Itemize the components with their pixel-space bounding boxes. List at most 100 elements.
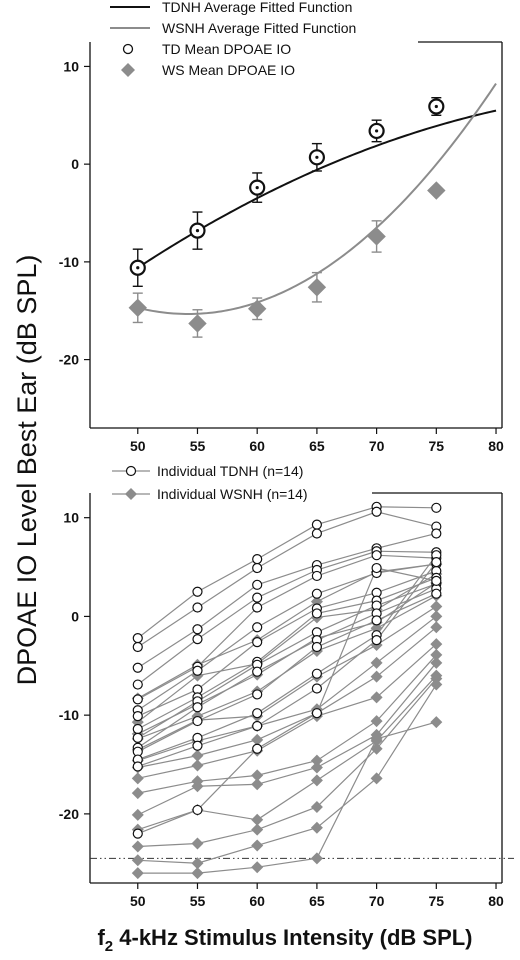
x-axis-label-rest: 4-kHz Stimulus Intensity (dB SPL) xyxy=(113,925,472,950)
bottom-y-tick-label: 10 xyxy=(63,510,79,526)
ws-individual-point xyxy=(251,769,264,782)
top-y-tick-label: -20 xyxy=(59,352,79,368)
td-individual-point xyxy=(132,828,143,839)
td-individual-point xyxy=(252,579,263,590)
ws-individual-point xyxy=(131,808,144,821)
ws-individual-line xyxy=(137,626,437,769)
td-individual-point xyxy=(192,602,203,613)
bottom-x-tick-label: 65 xyxy=(309,893,325,909)
td-mean-point-center xyxy=(434,104,438,109)
ws-mean-point xyxy=(367,227,386,246)
ws-individual-point xyxy=(191,759,204,772)
td-individual-line xyxy=(137,506,437,639)
td-individual-point xyxy=(311,668,322,679)
td-individual-line xyxy=(137,570,437,717)
ws-individual-point xyxy=(310,800,323,813)
td-individual-line xyxy=(137,561,437,768)
td-individual-point xyxy=(371,506,382,517)
bottom-y-tick-label: -10 xyxy=(59,707,79,723)
ws-individual-line xyxy=(137,573,437,723)
td-individual-point xyxy=(192,740,203,751)
ws-individual-point xyxy=(370,691,383,704)
ws-mean-point xyxy=(188,314,207,333)
ws-individual-point xyxy=(251,733,264,746)
top-x-tick-label: 65 xyxy=(309,438,325,454)
ws-mean-point xyxy=(247,299,267,318)
ws-individual-line xyxy=(137,721,437,874)
y-axis-label: DPOAE IO Level Best Ear (dB SPL) xyxy=(12,255,42,686)
ws-individual-point xyxy=(251,823,264,836)
td-individual-point xyxy=(132,641,143,653)
td-individual-point xyxy=(431,502,442,513)
td-individual-point xyxy=(371,615,382,626)
ws_individual-legend-swatch xyxy=(125,488,137,500)
td-individual-point xyxy=(132,723,143,735)
top-legend: TDNH Average Fitted Function WSNH Average… xyxy=(110,0,356,78)
bottom-x-tick-label: 80 xyxy=(488,893,504,909)
td-individual-point xyxy=(252,743,263,754)
td-individual-line xyxy=(137,563,437,711)
td-individual-point xyxy=(311,528,322,539)
ws-individual-line xyxy=(137,643,437,779)
td-individual-point xyxy=(132,633,143,644)
ws-individual-point xyxy=(430,621,443,634)
ws-individual-point xyxy=(310,774,323,787)
td-individual-point xyxy=(192,715,203,727)
td-individual-point xyxy=(192,665,203,676)
td-individual-point xyxy=(192,804,203,816)
ws-individual-point xyxy=(251,861,264,874)
top-panel: 50 55 60 65 70 75 80 10 0 -10 -20 TDNH Average Fitt… xyxy=(59,0,504,454)
bottom-x-tick-label: 70 xyxy=(369,893,385,909)
td-individual-point xyxy=(192,702,203,713)
ws-individual-point xyxy=(430,678,443,691)
ws-individual-line xyxy=(137,654,437,794)
ws-individual-line xyxy=(137,615,437,762)
ws-individual-point xyxy=(430,716,443,729)
ws-mean-point xyxy=(427,181,446,200)
td-individual-line xyxy=(137,583,437,739)
td-individual-point xyxy=(252,562,263,574)
td-individual-point xyxy=(311,570,322,582)
ws-individual-line xyxy=(137,582,437,735)
td-individual-point xyxy=(252,708,263,719)
ws_mean-legend-label: WS Mean DPOAE IO xyxy=(162,62,295,78)
ws_mean-legend-swatch xyxy=(121,63,135,77)
td-individual-point xyxy=(311,708,322,719)
bottom-x-tick-label: 75 xyxy=(429,893,445,909)
td-individual-point xyxy=(132,711,143,722)
td_mean-legend-swatch xyxy=(122,43,134,55)
td-individual-line xyxy=(137,532,437,669)
top-x-tick-label: 50 xyxy=(130,438,146,454)
top-x-tick-label: 70 xyxy=(369,438,385,454)
td_individual-legend-label: Individual TDNH (n=14) xyxy=(157,463,303,479)
ws-individual-point xyxy=(310,821,323,834)
ws-individual-point xyxy=(430,600,443,613)
bottom-legend: Individual TDNH (n=14) Individual WSNH (n… xyxy=(112,463,308,502)
ws-individual-point xyxy=(370,670,383,683)
top-y-tick-label: -10 xyxy=(59,254,79,270)
ws-individual-point xyxy=(191,749,204,762)
td-individual-point xyxy=(132,761,143,772)
ws-mean-point xyxy=(307,278,327,297)
top-y-tick-label: 10 xyxy=(63,58,79,74)
td-individual-point xyxy=(132,662,143,673)
td-individual-line xyxy=(137,550,437,686)
td_individual-legend-swatch xyxy=(125,465,137,477)
td-individual-point xyxy=(252,622,263,633)
ws-individual-line xyxy=(137,675,437,831)
ws-individual-point xyxy=(251,839,264,852)
top-x-tick-label: 75 xyxy=(429,438,445,454)
td-individual-point xyxy=(311,683,322,694)
td_mean-legend-label: TD Mean DPOAE IO xyxy=(162,41,291,57)
ws-individual-point xyxy=(251,813,264,826)
td-mean-point-center xyxy=(255,186,259,190)
td-individual-point xyxy=(431,557,442,568)
td-individual-point xyxy=(371,562,382,574)
td-individual-point xyxy=(192,634,203,645)
x-axis-label-prefix: f xyxy=(97,925,105,950)
td-individual-point xyxy=(192,586,203,597)
td-individual-point xyxy=(311,519,322,530)
bottom-panel: 50 55 60 65 70 75 80 10 0 -10 -20 Individual TDNH (… xyxy=(59,463,514,909)
td-mean-point-center xyxy=(195,229,200,233)
